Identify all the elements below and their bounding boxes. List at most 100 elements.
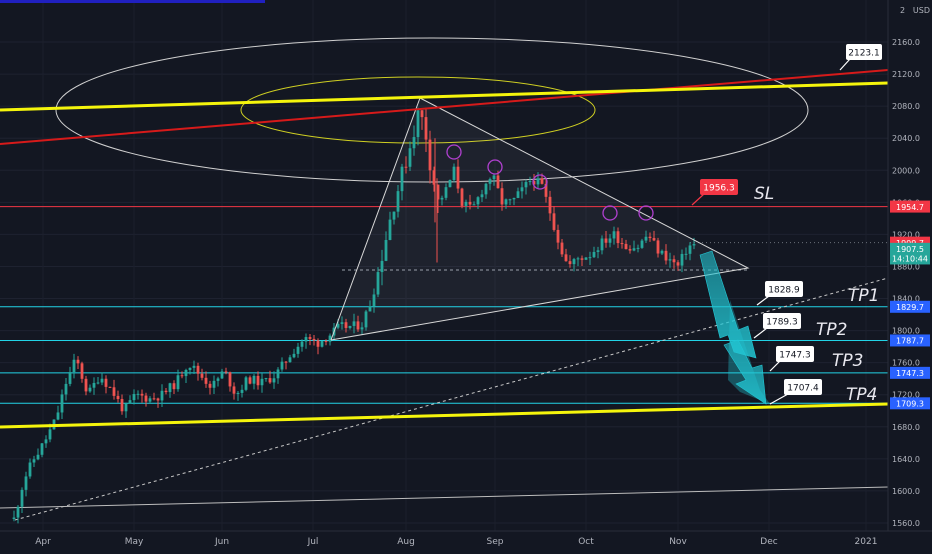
candle-body	[488, 179, 492, 184]
candle-body	[272, 378, 276, 383]
candle-body	[496, 175, 500, 189]
price-badge	[890, 242, 930, 255]
annotation-text: SL	[754, 184, 774, 204]
candle-body	[296, 346, 300, 354]
callout-box[interactable]	[763, 313, 801, 329]
drawings-back	[0, 0, 888, 521]
candle-body	[536, 178, 540, 185]
candle-body	[188, 367, 192, 370]
candle-body	[416, 110, 420, 138]
candle-body	[256, 375, 260, 386]
candle-body	[396, 191, 400, 212]
candle-body	[144, 395, 148, 402]
x-tick-label: Dec	[760, 537, 777, 547]
y-tick-label: 1840.0	[892, 295, 920, 304]
candle-body	[600, 238, 604, 251]
candle-body	[196, 365, 200, 374]
candle-body	[68, 372, 72, 384]
candle-body	[348, 325, 352, 328]
candle-body	[684, 253, 688, 255]
candle-body	[376, 272, 380, 295]
candle-body	[444, 187, 448, 198]
candle-body	[492, 175, 496, 180]
callout-box[interactable]	[700, 179, 738, 195]
candle-body	[20, 489, 24, 507]
candle-body	[36, 454, 40, 460]
price-badge	[890, 252, 930, 265]
candle-body	[88, 387, 92, 392]
candle-body	[472, 204, 476, 206]
candle-body	[544, 183, 548, 197]
candle-body	[556, 229, 560, 243]
lower-yellow-trendline	[0, 402, 888, 429]
candle-body	[624, 243, 628, 250]
callout-label: 1828.9	[768, 286, 800, 296]
candle-body	[148, 398, 152, 402]
price-badge-label: 14:10:44	[892, 255, 928, 264]
red-trendline	[0, 69, 888, 145]
candle-body	[240, 389, 244, 393]
candle-body	[248, 377, 252, 384]
y-tick-label: 2160.0	[892, 38, 920, 47]
candle-body	[404, 166, 408, 168]
y-tick-label: 1720.0	[892, 391, 920, 400]
projection-arrow-upper	[699, 250, 757, 359]
swing-high-marker	[638, 205, 654, 221]
candle-body	[668, 259, 672, 261]
candle-body	[688, 245, 692, 254]
candle-body	[216, 378, 220, 381]
candle-body	[28, 462, 32, 477]
candle-body	[220, 371, 224, 379]
candle-body	[660, 250, 664, 254]
candle-body	[676, 262, 680, 266]
callout-box[interactable]	[846, 44, 882, 60]
candle-body	[308, 337, 312, 339]
callout-box[interactable]	[776, 346, 814, 362]
x-tick-label: 2021	[855, 537, 878, 547]
candle-body	[116, 395, 120, 400]
candle-body	[80, 363, 84, 379]
candle-body	[172, 383, 176, 390]
candle-body	[124, 403, 128, 412]
callout-pointer	[769, 360, 781, 372]
callout-pointer	[753, 327, 768, 339]
callout-box[interactable]	[765, 281, 803, 297]
candle-body	[524, 182, 528, 188]
x-tick-label: Aug	[397, 537, 415, 547]
candle-body	[200, 373, 204, 378]
candle-body	[412, 137, 416, 149]
x-tick-label: Apr	[35, 537, 51, 547]
candle-body	[16, 506, 20, 518]
candle-body	[212, 380, 216, 388]
price-badge-label: 1787.7	[896, 337, 924, 346]
candle-body	[628, 249, 632, 251]
callout-label: 2123.1	[848, 49, 880, 59]
candle-body	[352, 321, 356, 326]
swing-high-marker	[487, 159, 503, 175]
y-tick-label: 1640.0	[892, 455, 920, 464]
lower-channel-line	[0, 486, 888, 509]
y-tick-label: 1880.0	[892, 262, 920, 271]
candle-body	[580, 258, 584, 260]
y-tick-label: 1680.0	[892, 423, 920, 432]
callout-label: 1707.4	[787, 384, 819, 394]
x-tick-label: Jun	[214, 537, 229, 547]
callout-pointer	[769, 393, 789, 405]
candle-body	[500, 188, 504, 205]
candle-body	[312, 338, 316, 341]
candle-body	[592, 251, 596, 258]
candle-body	[84, 378, 88, 392]
candle-body	[632, 248, 636, 251]
callout-box[interactable]	[784, 379, 822, 395]
candle-body	[380, 260, 384, 273]
candle-body	[548, 196, 552, 214]
candle-body	[572, 259, 576, 265]
large-ellipse	[55, 37, 809, 183]
price-badge-label: 1709.3	[896, 400, 924, 409]
candle-body	[156, 398, 160, 401]
candle-body	[512, 197, 516, 200]
candle-body	[64, 383, 68, 395]
